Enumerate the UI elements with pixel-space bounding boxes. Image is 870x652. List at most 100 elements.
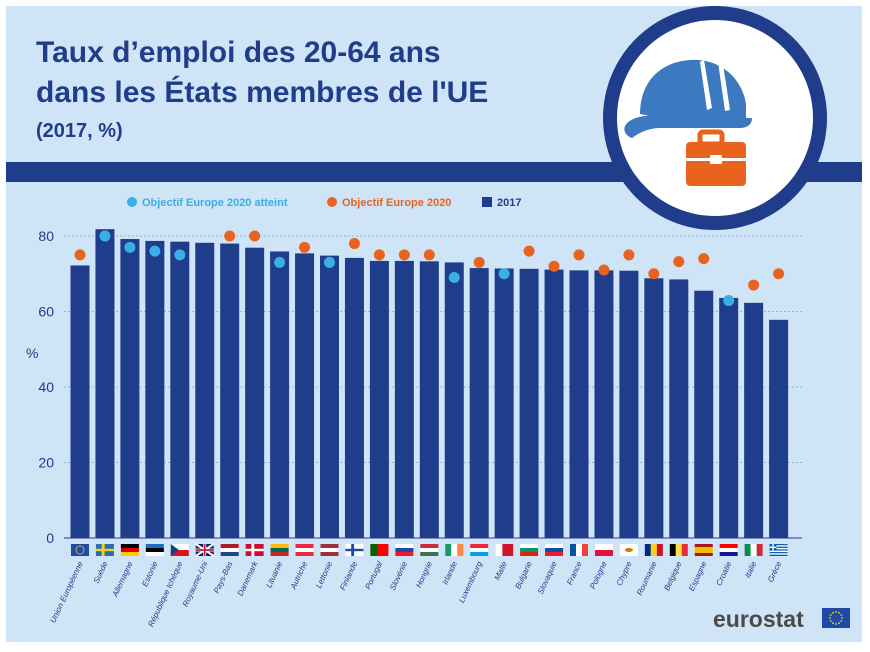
legend-target-marker (327, 197, 337, 207)
achieved-target-point (274, 256, 286, 268)
title-line-2: dans les États membres de l'UE (36, 76, 489, 109)
y-tick-label: 20 (38, 455, 54, 471)
country-flag-icon (744, 544, 763, 556)
y-tick-label: 80 (38, 228, 54, 244)
bar (295, 253, 315, 539)
bar (70, 265, 90, 538)
legend-target-label: Objectif Europe 2020 (342, 197, 451, 209)
target-point (648, 268, 660, 280)
bar (120, 239, 140, 538)
hard-hat-icon (624, 59, 752, 138)
target-point (748, 279, 760, 291)
y-tick-label: 0 (46, 530, 54, 546)
title-line-1: Taux d’emploi des 20-64 ans (36, 36, 441, 69)
achieved-target-point (124, 241, 136, 253)
bar (519, 268, 539, 538)
country-flag-icon (345, 544, 364, 556)
achieved-target-point (174, 249, 186, 261)
target-point (773, 268, 785, 280)
country-flag-icon (195, 543, 215, 557)
bar (669, 279, 689, 538)
target-point (249, 230, 261, 242)
bar (195, 242, 215, 539)
bar (619, 270, 639, 538)
country-flag-icon (570, 544, 588, 556)
achieved-target-point (324, 256, 335, 268)
target-point (698, 253, 710, 265)
bar (220, 243, 240, 539)
country-flag-icon (395, 544, 414, 556)
bar (544, 269, 564, 538)
bar (419, 261, 439, 538)
country-flag-icon (545, 544, 564, 556)
country-flag-icon (145, 544, 164, 556)
country-flag-icon (769, 544, 788, 556)
country-flag-icon (245, 544, 264, 556)
bar (694, 290, 714, 538)
bar (170, 241, 190, 538)
country-flag-icon (320, 544, 339, 556)
y-tick-label: 40 (38, 379, 54, 395)
eurostat-logo: eurostat (713, 606, 850, 632)
bar (469, 268, 489, 538)
target-point (523, 245, 535, 257)
bar (594, 270, 614, 538)
target-point (673, 256, 685, 268)
target-point (74, 249, 86, 261)
country-flag-icon (520, 544, 539, 556)
target-point (598, 264, 610, 276)
target-point (623, 249, 635, 261)
country-flag-icon (95, 544, 114, 556)
bar (344, 257, 364, 538)
country-flag-icon (120, 544, 139, 556)
briefcase-icon (686, 129, 746, 186)
eu-flag-icon (822, 608, 850, 628)
emblem (603, 6, 827, 230)
eurostat-wordmark: eurostat (713, 606, 804, 632)
target-point (573, 249, 585, 261)
legend-achieved-marker (127, 197, 137, 207)
bar (494, 268, 514, 538)
bar (644, 278, 664, 538)
target-point (473, 256, 485, 268)
country-flag-icon (71, 544, 89, 556)
country-flag-icon (719, 544, 738, 556)
legend-bar-marker (482, 197, 492, 207)
target-point (348, 238, 360, 250)
country-flag-icon (370, 544, 389, 556)
bar (95, 229, 115, 538)
bar (719, 297, 739, 538)
bar (320, 255, 339, 538)
country-flag-icon (295, 544, 314, 556)
legend: Objectif Europe 2020 atteint Objectif Eu… (127, 197, 521, 209)
target-point (373, 249, 385, 261)
country-flag-icon (694, 544, 713, 556)
bar (145, 240, 165, 538)
legend-bar-label: 2017 (497, 197, 521, 209)
achieved-target-point (723, 295, 735, 307)
y-axis-label: % (26, 345, 38, 361)
target-point (423, 249, 435, 261)
target-point (299, 241, 311, 253)
bar (744, 302, 764, 538)
country-flag-icon (470, 544, 489, 556)
country-flag-icon (619, 544, 638, 556)
achieved-target-point (149, 245, 161, 257)
bar (769, 319, 789, 538)
country-flag-icon (420, 544, 439, 556)
country-flag-icon (445, 544, 464, 556)
country-flag-icon (644, 544, 663, 556)
target-point (548, 260, 560, 272)
country-flag-icon (594, 544, 613, 556)
target-point (398, 249, 410, 261)
bar (270, 251, 290, 539)
achieved-target-point (448, 272, 460, 284)
achieved-target-point (99, 230, 111, 242)
country-flag-icon (270, 544, 289, 556)
bar (369, 260, 389, 538)
achieved-target-point (498, 268, 510, 280)
legend-achieved-label: Objectif Europe 2020 atteint (142, 197, 288, 209)
country-flag-icon (495, 544, 514, 556)
